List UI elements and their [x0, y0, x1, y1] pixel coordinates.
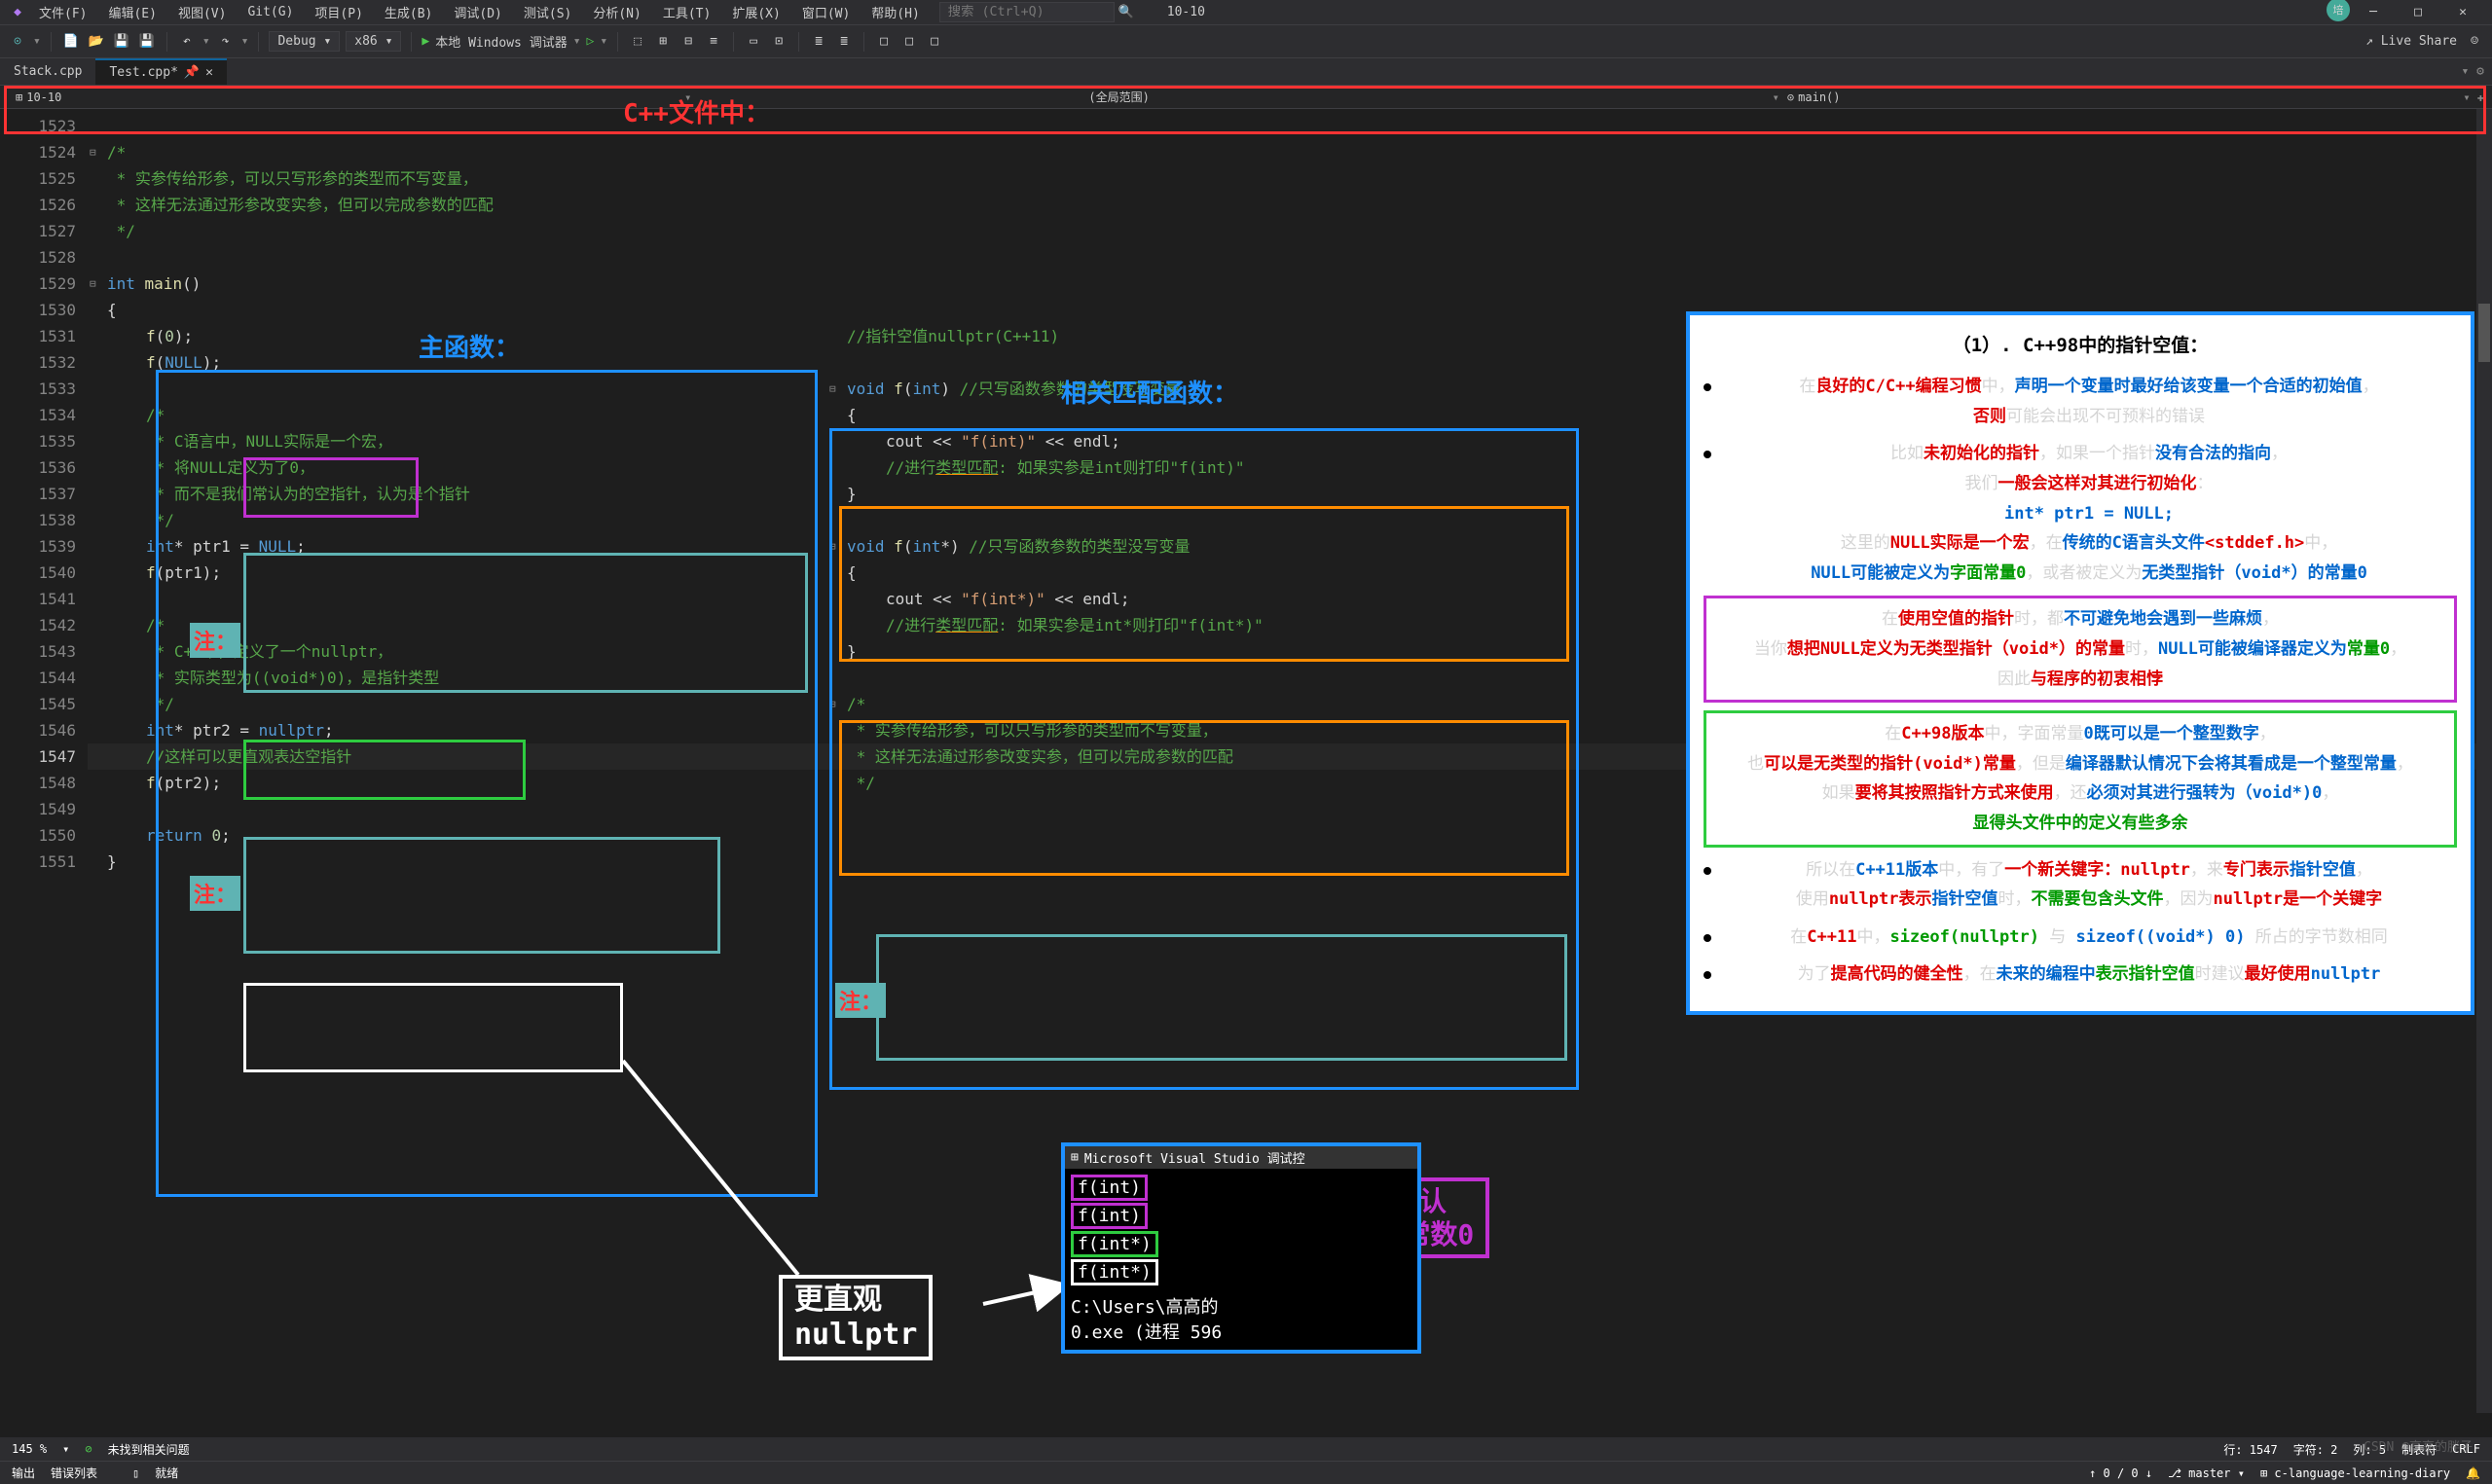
console-l1: f(int)	[1071, 1175, 1148, 1201]
tab-bar: Stack.cpp Test.cpp*📌✕ ▾ ⚙	[0, 58, 2492, 86]
nav-back-icon[interactable]: ⊙	[8, 32, 27, 52]
console-l3: f(int*)	[1071, 1231, 1158, 1257]
project-name: 10-10	[1167, 5, 1205, 19]
minimize-icon[interactable]: ─	[2352, 0, 2395, 27]
user-avatar[interactable]: 培	[2327, 0, 2350, 21]
console-title: ⊞ Microsoft Visual Studio 调试控	[1065, 1146, 1417, 1169]
tb-icon-4[interactable]: ≡	[704, 32, 723, 52]
label-main: 主函数：	[419, 328, 520, 364]
box-note1	[243, 553, 808, 693]
label-cpp-file: C++文件中：	[623, 93, 770, 129]
play-nodebug-icon[interactable]: ▷	[587, 34, 595, 49]
search-icon[interactable]: 🔍	[1117, 3, 1136, 22]
menu-git[interactable]: Git(G)	[238, 1, 303, 23]
new-icon[interactable]: 📄	[61, 32, 81, 52]
no-issues-icon[interactable]: ⊘	[85, 1442, 92, 1456]
play-icon[interactable]: ▶	[421, 34, 429, 49]
explanation-panel: （1）. C++98中的指针空值： 在良好的C/C++编程习惯中，声明一个变量时…	[1686, 311, 2474, 1015]
tb-icon-2[interactable]: ⊞	[653, 32, 673, 52]
watermark: CSDN @高高的胖子	[2364, 1436, 2473, 1455]
tb-icon-8[interactable]: ≣	[834, 32, 854, 52]
title-menubar: ◆ 文件(F) 编辑(E) 视图(V) Git(G) 项目(P) 生成(B) 调…	[0, 0, 2492, 25]
maximize-icon[interactable]: □	[2397, 0, 2439, 27]
saveall-icon[interactable]: 💾	[137, 32, 157, 52]
menu-help[interactable]: 帮助(H)	[861, 0, 929, 25]
label-note1: 注：	[190, 623, 240, 658]
live-share[interactable]: ↗ Live Share	[2365, 34, 2457, 49]
console-path: C:\Users\高高的	[1071, 1293, 1411, 1319]
tb-icon-10[interactable]: □	[899, 32, 919, 52]
tb-icon-1[interactable]: ⬚	[628, 32, 647, 52]
console-exit: 0.exe (进程 596	[1071, 1319, 1411, 1344]
label-match: 相关匹配函数：	[1061, 374, 1238, 410]
statusbar-lower: 输出 错误列表 ▯ 就绪 ↑ 0 / 0 ↓ ⎇ master ▾ ⊞ c-la…	[0, 1461, 2492, 1484]
git-repo[interactable]: ⊞ c-language-learning-diary	[2260, 1466, 2450, 1480]
config-dropdown[interactable]: Debug ▾	[269, 31, 340, 52]
tab-test[interactable]: Test.cpp*📌✕	[95, 58, 226, 85]
undo-icon[interactable]: ↶	[177, 32, 197, 52]
menu-tools[interactable]: 工具(T)	[653, 0, 720, 25]
save-icon[interactable]: 💾	[112, 32, 131, 52]
menu-edit[interactable]: 编辑(E)	[98, 0, 165, 25]
tab-overflow-icon[interactable]: ▾	[2462, 64, 2470, 79]
status-line: 行: 1547	[2223, 1441, 2277, 1458]
search-input[interactable]	[939, 2, 1115, 22]
tab-stack[interactable]: Stack.cpp	[0, 59, 95, 84]
menu-extensions[interactable]: 扩展(X)	[722, 0, 789, 25]
box-note2	[243, 837, 720, 954]
console-l2: f(int)	[1071, 1203, 1148, 1229]
feedback-icon[interactable]: ☺	[2465, 32, 2484, 52]
tb-icon-3[interactable]: ⊟	[678, 32, 698, 52]
close-icon[interactable]: ✕	[2441, 0, 2484, 27]
open-icon[interactable]: 📂	[87, 32, 106, 52]
box-note3	[876, 934, 1567, 1061]
rp-title: （1）. C++98中的指针空值：	[1704, 329, 2457, 362]
tb-icon-7[interactable]: ≣	[809, 32, 828, 52]
box-f1	[839, 506, 1569, 662]
ready-status: 就绪	[155, 1465, 178, 1481]
errors-tab[interactable]: 错误列表	[51, 1465, 97, 1481]
tb-icon-9[interactable]: □	[874, 32, 894, 52]
menu-window[interactable]: 窗口(W)	[792, 0, 860, 25]
redo-icon[interactable]: ↷	[216, 32, 236, 52]
line-gutter: 1523152415251526152715281529153015311532…	[0, 109, 88, 1413]
scrollbar[interactable]	[2476, 109, 2492, 1413]
box-cpp-file	[4, 86, 2486, 134]
box-ptr1	[243, 740, 526, 800]
git-branch[interactable]: ⎇ master ▾	[2168, 1466, 2245, 1480]
menu-debug[interactable]: 调试(D)	[444, 0, 511, 25]
label-note2: 注：	[190, 876, 240, 911]
platform-dropdown[interactable]: x86 ▾	[346, 31, 401, 52]
menu-project[interactable]: 项目(P)	[305, 0, 372, 25]
debug-target[interactable]: 本地 Windows 调试器	[435, 32, 567, 51]
toolbar: ⊙▾ 📄 📂 💾 💾 ↶▾ ↷▾ Debug ▾ x86 ▾ ▶ 本地 Wind…	[0, 25, 2492, 58]
zoom-level[interactable]: 145 %	[12, 1442, 47, 1456]
box-ptr2	[243, 983, 623, 1072]
status-col: 字符: 2	[2293, 1441, 2338, 1458]
tb-icon-11[interactable]: □	[925, 32, 944, 52]
menu-view[interactable]: 视图(V)	[168, 0, 236, 25]
tb-icon-6[interactable]: ⊡	[769, 32, 788, 52]
notifications-icon[interactable]: 🔔	[2466, 1466, 2480, 1480]
box-calls	[243, 457, 419, 518]
menu-file[interactable]: 文件(F)	[29, 0, 96, 25]
menu-build[interactable]: 生成(B)	[375, 0, 442, 25]
debug-console: ⊞ Microsoft Visual Studio 调试控 f(int) f(i…	[1061, 1142, 1421, 1354]
pin-icon[interactable]: 📌	[184, 65, 200, 80]
menu-analyze[interactable]: 分析(N)	[583, 0, 650, 25]
tab-close-icon[interactable]: ✕	[205, 65, 213, 80]
no-issues: 未找到相关问题	[108, 1441, 190, 1458]
box-f2	[839, 720, 1569, 876]
vs-logo-icon: ◆	[8, 3, 27, 22]
statusbar-upper: 145 % ▾ ⊘ 未找到相关问题 行: 1547 字符: 2 列: 5 制表符…	[0, 1437, 2492, 1461]
label-note3: 注：	[835, 983, 886, 1018]
output-tab[interactable]: 输出	[12, 1465, 35, 1481]
gear-icon[interactable]: ⚙	[2476, 64, 2484, 79]
label-nullptr: 更直观 nullptr	[779, 1275, 933, 1360]
console-l4: f(int*)	[1071, 1259, 1158, 1285]
menu-test[interactable]: 测试(S)	[514, 0, 581, 25]
tb-icon-5[interactable]: ▭	[744, 32, 763, 52]
